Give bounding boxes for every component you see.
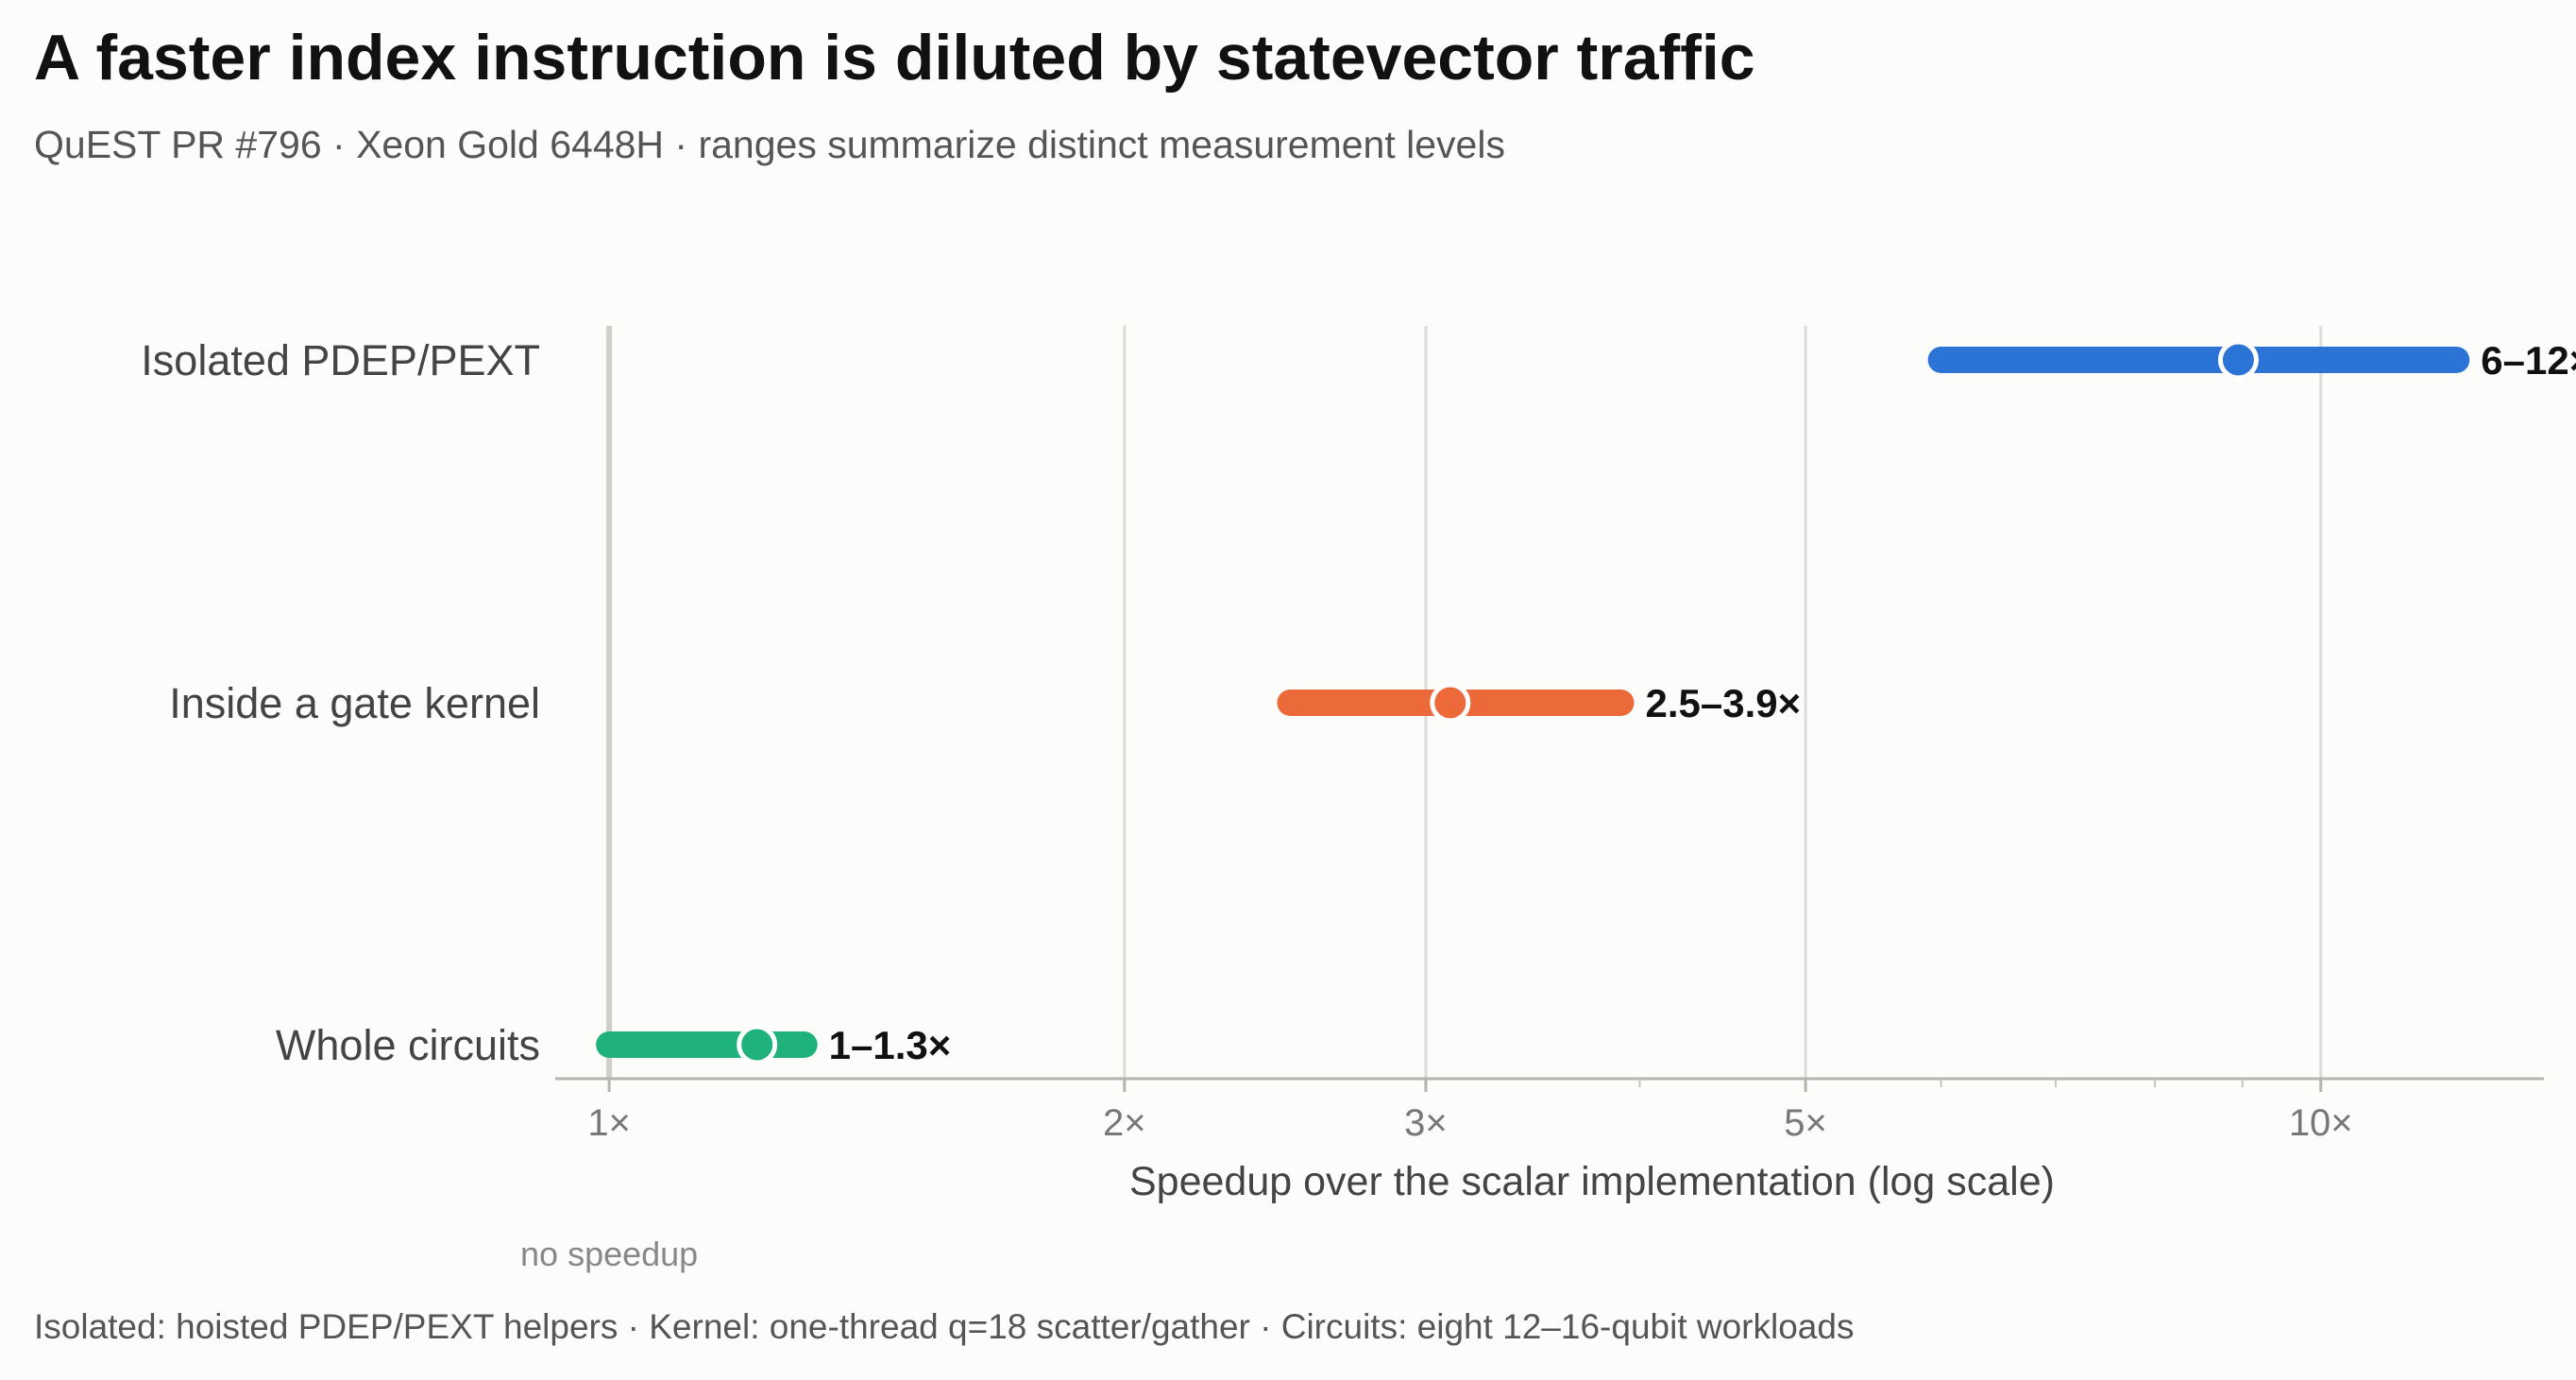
x-tick-label: 2× [1103, 1102, 1146, 1144]
chart-title: A faster index instruction is diluted by… [34, 22, 1755, 94]
category-label: Inside a gate kernel [169, 679, 540, 727]
x-tick-label: 1× [587, 1102, 631, 1144]
x-axis-title: Speedup over the scalar implementation (… [1129, 1159, 2055, 1204]
range-marker [737, 1024, 778, 1065]
x-tick-label: 5× [1784, 1102, 1827, 1144]
x-tick-label: 3× [1404, 1102, 1448, 1144]
x-tick-label: 10× [2289, 1102, 2353, 1144]
range-marker [2217, 339, 2259, 381]
chart-subtitle: QuEST PR #796 · Xeon Gold 6448H · ranges… [34, 123, 1505, 166]
category-label: Whole circuits [276, 1021, 540, 1069]
reference-label: no speedup [520, 1235, 698, 1273]
category-label: Isolated PDEP/PEXT [141, 336, 540, 384]
range-marker [1430, 682, 1471, 724]
chart-footnote: Isolated: hoisted PDEP/PEXT helpers · Ke… [34, 1307, 1855, 1346]
range-label: 2.5–3.9× [1646, 681, 1802, 725]
range-label: 1–1.3× [829, 1023, 952, 1067]
range-label: 6–12× [2481, 338, 2576, 383]
